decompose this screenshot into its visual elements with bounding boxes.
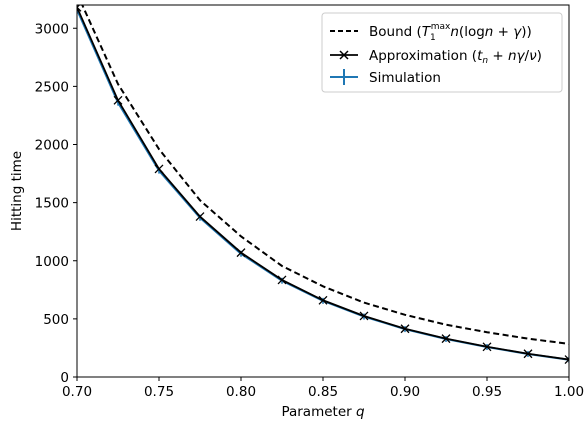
series-approximation (77, 5, 569, 365)
y-tick-label: 3000 (35, 21, 69, 37)
series-bound (81, 5, 569, 345)
y-tick-label: 0 (60, 370, 69, 386)
series-layer (77, 5, 569, 365)
approximation-marker (236, 248, 246, 258)
approximation-marker (564, 355, 569, 365)
x-tick-label: 0.75 (144, 384, 174, 400)
approximation-marker (195, 212, 205, 222)
legend-sim-label: Simulation (369, 70, 441, 86)
x-tick-label: 1.00 (554, 384, 584, 400)
approximation-marker (400, 324, 410, 334)
x-axis-title-main: Parameter (281, 404, 356, 420)
y-axis: 0 500 1000 1500 2000 2500 3000 (35, 21, 77, 386)
legend-box (321, 12, 563, 93)
y-tick-label: 1500 (35, 196, 69, 212)
y-tick-label: 2000 (35, 138, 69, 154)
x-tick-label: 0.70 (62, 384, 92, 400)
approximation-marker (113, 95, 123, 105)
y-tick-label: 500 (43, 312, 69, 328)
y-tick-label: 2500 (35, 79, 69, 95)
y-tick-label: 1000 (35, 254, 69, 270)
x-tick-label: 0.90 (390, 384, 420, 400)
legend-approx-marker (339, 50, 349, 60)
legend-bound-label: Bound (T1maxn(logn + γ)) (369, 22, 532, 43)
x-tick-label: 0.85 (308, 384, 338, 400)
approximation-marker (441, 334, 451, 344)
approximation-marker (154, 164, 164, 174)
approximation-marker (359, 311, 369, 321)
x-axis-title-var: q (356, 404, 365, 420)
x-axis-title: Parameter q (281, 404, 365, 420)
x-axis: 0.70 0.75 0.80 0.85 0.90 0.95 1.00 (62, 377, 584, 400)
x-tick-label: 0.80 (226, 384, 256, 400)
approximation-marker (277, 275, 287, 285)
approximation-marker (318, 295, 328, 305)
x-tick-label: 0.95 (472, 384, 502, 400)
approximation-marker (482, 342, 492, 352)
legend-approx-label: Approximation (tn + nγ/ν) (369, 48, 542, 66)
legend: Bound (T1maxn(logn + γ)) Approximation (… (321, 12, 563, 93)
approximation-marker (77, 5, 82, 12)
y-axis-title: Hitting time (9, 151, 25, 231)
bound-line (81, 5, 569, 345)
approximation-marker (523, 349, 533, 359)
